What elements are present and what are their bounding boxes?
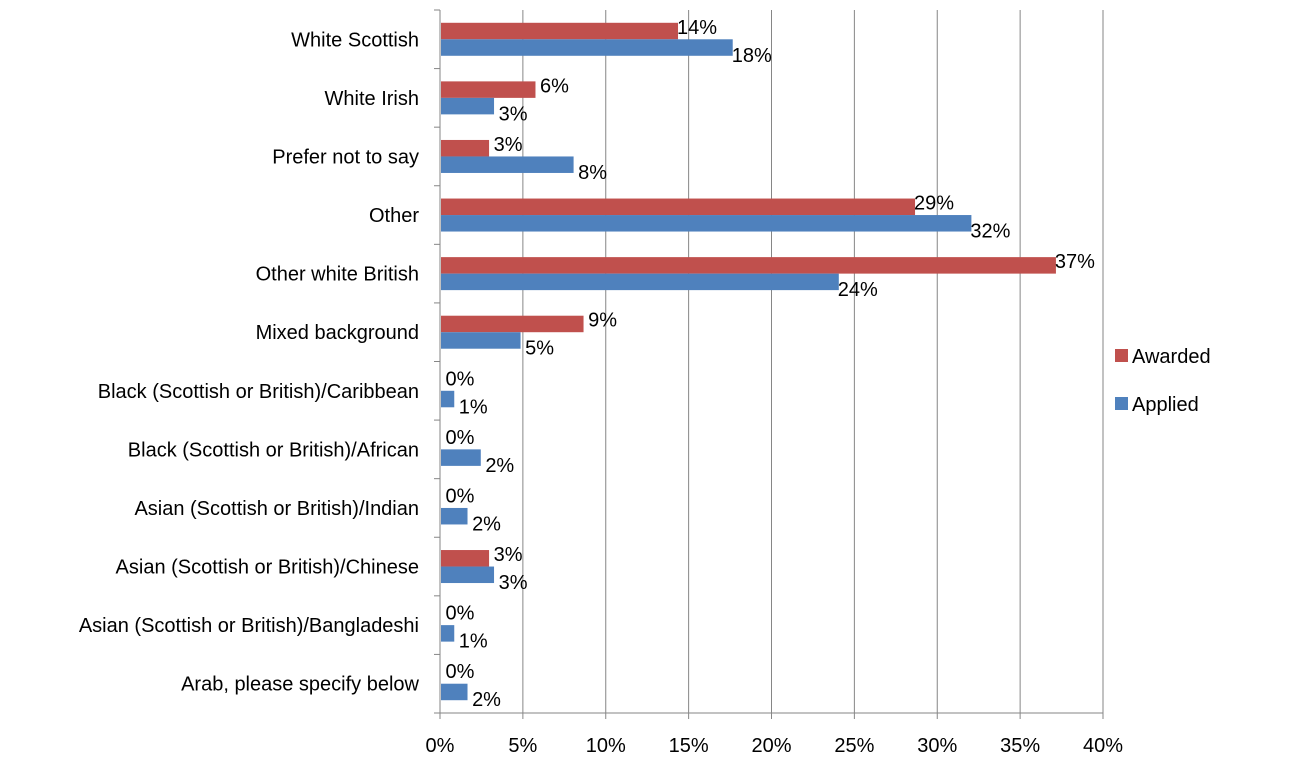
category-label: White Scottish [291,29,419,51]
category-label: Asian (Scottish or British)/Chinese [116,557,419,579]
category-label: Asian (Scottish or British)/Bangladeshi [79,615,419,637]
x-tick-label: 25% [834,735,874,757]
data-label-awarded: 9% [588,310,617,332]
data-label-awarded: 37% [1055,251,1095,273]
data-label-applied: 8% [578,162,607,184]
data-label-awarded: 14% [677,17,717,39]
data-label-awarded: 0% [446,368,475,390]
bar-applied [441,625,455,642]
legend: Awarded Applied [1115,346,1211,416]
data-labels: 14% 18% 6% 3% 3% 8% 29% 32% 37% 24% 9% 5% 0% 1% 0% 2% 0%… [446,17,1096,711]
bars [441,22,1056,701]
x-tick-label: 20% [751,735,791,757]
category-label: Mixed background [256,322,419,344]
data-label-applied: 5% [525,338,554,360]
bar-awarded [441,139,490,157]
axes: 0% 5% 10% 15% 20% 25% 30% 35% 40% White Scottish W… [79,9,1123,757]
x-tick-label: 5% [508,735,537,757]
data-label-awarded: 0% [446,603,475,625]
category-label: White Irish [325,88,419,110]
data-label-applied: 32% [970,221,1010,243]
data-label-applied: 3% [499,572,528,594]
data-label-applied: 18% [732,45,772,67]
category-label: Black (Scottish or British)/Caribbean [98,381,419,403]
bar-awarded [441,81,536,98]
data-label-awarded: 3% [494,134,523,156]
bar-applied [441,683,468,701]
legend-label-applied: Applied [1132,394,1199,416]
x-tick-label: 15% [669,735,709,757]
bar-applied [441,97,495,115]
category-label: Arab, please specify below [181,674,419,696]
x-tick-label: 35% [1000,735,1040,757]
bar-awarded [441,550,490,567]
data-label-awarded: 3% [494,544,523,566]
bar-applied [441,215,972,232]
x-tick-label: 30% [917,735,957,757]
legend-swatch-applied [1115,397,1128,410]
data-label-awarded: 0% [446,427,475,449]
data-label-awarded: 0% [446,661,475,683]
data-label-applied: 24% [838,279,878,301]
bar-applied [441,390,455,408]
bar-awarded [441,315,584,333]
category-label: Black (Scottish or British)/African [128,439,419,461]
bar-applied [441,156,574,173]
bar-applied [441,273,839,291]
legend-label-awarded: Awarded [1132,346,1211,368]
data-label-awarded: 0% [446,485,475,507]
bar-applied [441,507,468,525]
category-label: Other [369,205,419,227]
x-tick-label: 40% [1083,735,1123,757]
gridlines [522,10,1104,713]
bar-awarded [441,257,1056,274]
bar-awarded [441,22,679,40]
x-tick-label: 0% [426,735,455,757]
bar-applied [441,566,495,584]
legend-swatch-awarded [1115,349,1128,362]
category-label: Prefer not to say [272,146,419,168]
category-label: Asian (Scottish or British)/Indian [134,498,419,520]
bar-applied [441,332,521,349]
category-label: Other white British [256,264,419,286]
data-label-applied: 2% [485,455,514,477]
data-label-awarded: 6% [540,75,569,97]
data-label-applied: 2% [472,689,501,711]
data-label-applied: 1% [459,631,488,653]
data-label-applied: 3% [499,103,528,125]
x-tick-label: 10% [586,735,626,757]
data-label-applied: 2% [472,513,501,535]
bar-applied [441,39,733,56]
data-label-awarded: 29% [914,193,954,215]
bar-applied [441,449,481,466]
bar-awarded [441,198,916,216]
data-label-applied: 1% [459,396,488,418]
